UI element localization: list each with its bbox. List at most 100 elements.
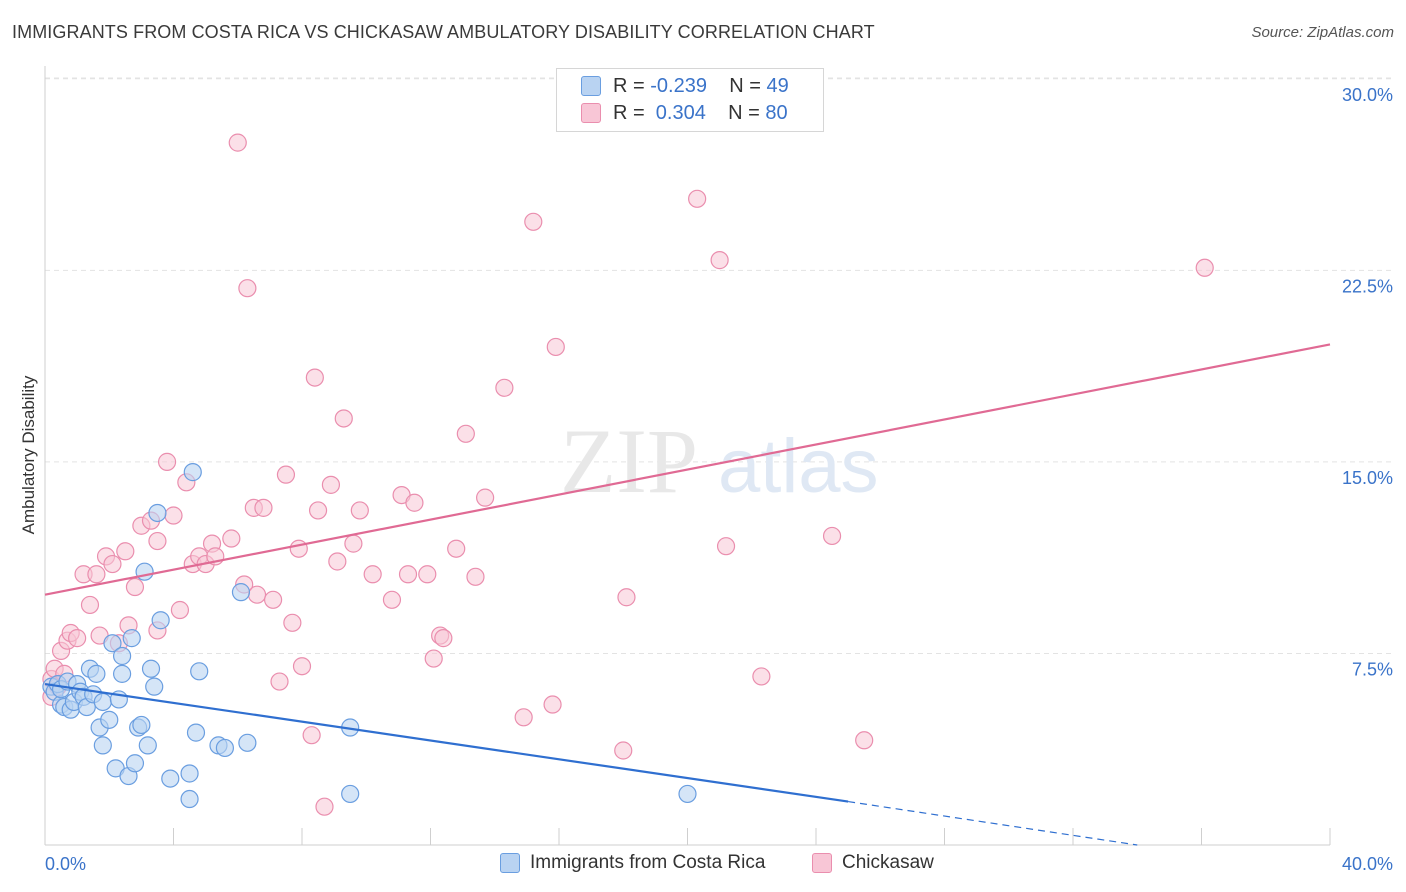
series-label-costa-rica: Immigrants from Costa Rica (530, 852, 766, 873)
chickasaw-point (164, 506, 183, 525)
chickasaw-point (688, 189, 707, 208)
chickasaw-point (328, 552, 347, 571)
watermark: ZIP atlas (560, 410, 879, 512)
costa-rica-point (112, 664, 132, 683)
chickasaw-point (116, 542, 135, 561)
y-tick-label: 7.5% (1352, 659, 1393, 679)
chickasaw-point (710, 251, 729, 270)
costa-rica-point (341, 784, 360, 804)
legend-swatch-blue (581, 76, 601, 96)
costa-rica-point (93, 692, 112, 712)
chickasaw-point (238, 279, 257, 298)
chickasaw-point (315, 797, 334, 816)
chickasaw-point (334, 409, 353, 428)
costa-rica-point (112, 646, 132, 666)
costa-rica-point (141, 659, 161, 678)
series-legend-chickasaw: Chickasaw (812, 852, 934, 874)
costa-rica-point (678, 784, 697, 804)
tick-labels: 7.5% 15.0% 22.5% 30.0% 0.0% 40.0% (45, 85, 1393, 874)
watermark-zip: ZIP (560, 410, 698, 512)
costa-rica-point (87, 664, 106, 683)
costa-rica-point (103, 634, 122, 653)
source-label: Source: ZipAtlas.com (1251, 24, 1394, 41)
legend-n-label: N = (728, 101, 760, 124)
chickasaw-point (170, 600, 190, 620)
legend-n-value: 49 (766, 74, 789, 97)
chickasaw-point (405, 493, 424, 512)
chickasaw-point (222, 529, 241, 548)
chickasaw-point (350, 501, 369, 520)
costa-rica-point (145, 677, 164, 696)
chickasaw-point (752, 667, 771, 686)
chickasaw-point (321, 475, 341, 494)
trend-lines (44, 343, 1331, 846)
legend-swatch-pink (581, 103, 601, 123)
y-tick-label: 30.0% (1342, 85, 1393, 105)
chickasaw-point (418, 565, 437, 584)
legend-r-label: R = (613, 101, 645, 124)
x-tick-label: 40.0% (1342, 854, 1393, 874)
costa-rica-point (151, 611, 170, 630)
chickasaw-trend-line (44, 343, 1331, 596)
chickasaw-point (546, 337, 565, 357)
chickasaw-point (398, 565, 418, 584)
chickasaw-point (228, 133, 247, 152)
axes (44, 66, 1331, 846)
chickasaw-point (363, 565, 382, 584)
costa-rica-point (190, 662, 209, 681)
chickasaw-point (617, 588, 636, 607)
costa-rica-trend-line (44, 683, 849, 803)
series-swatch-blue (500, 853, 520, 873)
costa-rica-points (42, 463, 697, 809)
costa-rica-point (125, 754, 145, 773)
costa-rica-point (93, 736, 112, 755)
chickasaw-point (344, 534, 363, 553)
chickasaw-point (87, 565, 106, 584)
legend-n-label: N = (729, 74, 761, 97)
legend-r-label: R = (613, 74, 645, 97)
chickasaw-point (424, 649, 443, 668)
chickasaw-point (263, 590, 283, 609)
costa-rica-point (100, 710, 119, 729)
chickasaw-point (456, 424, 475, 443)
series-legend-costa-rica: Immigrants from Costa Rica (500, 852, 765, 874)
chickasaw-point (254, 498, 273, 517)
chickasaw-point (270, 672, 289, 691)
chickasaw-point (476, 488, 495, 507)
chickasaw-point (514, 708, 533, 727)
costa-rica-trend-extension (848, 800, 1138, 846)
chickasaw-point (543, 695, 562, 714)
grid-lines (45, 77, 1395, 654)
chickasaw-points (42, 133, 1214, 816)
costa-rica-point (148, 503, 167, 523)
chickasaw-point (382, 590, 402, 609)
chickasaw-point (292, 657, 312, 676)
x-tick-label: 0.0% (45, 854, 86, 874)
chickasaw-point (302, 726, 321, 745)
y-tick-label: 15.0% (1342, 468, 1393, 488)
chickasaw-point (822, 526, 842, 546)
chickasaw-point (855, 731, 874, 750)
costa-rica-point (135, 562, 154, 581)
costa-rica-point (180, 789, 199, 809)
legend-row-costa-rica: R = -0.239 N = 49 (581, 73, 789, 99)
stats-legend: R = -0.239 N = 49 R = 0.304 N = 80 (556, 68, 824, 132)
costa-rica-point (132, 715, 151, 735)
costa-rica-point (161, 769, 180, 788)
chickasaw-point (148, 531, 167, 551)
series-legend: Immigrants from Costa Rica Chickasaw (0, 852, 1406, 878)
chickasaw-point (289, 539, 308, 558)
chickasaw-point (716, 537, 736, 556)
chickasaw-point (614, 741, 633, 760)
chickasaw-point (1195, 258, 1214, 277)
legend-n-value: 80 (765, 101, 788, 124)
chickasaw-point (68, 629, 87, 648)
y-tick-label: 22.5% (1342, 276, 1393, 296)
chickasaw-point (125, 577, 145, 597)
costa-rica-point (215, 738, 234, 758)
costa-rica-point (238, 733, 257, 752)
chart-title: IMMIGRANTS FROM COSTA RICA VS CHICKASAW … (12, 22, 875, 42)
chickasaw-point (103, 554, 122, 574)
chickasaw-point (466, 567, 485, 586)
chickasaw-point (305, 368, 324, 387)
